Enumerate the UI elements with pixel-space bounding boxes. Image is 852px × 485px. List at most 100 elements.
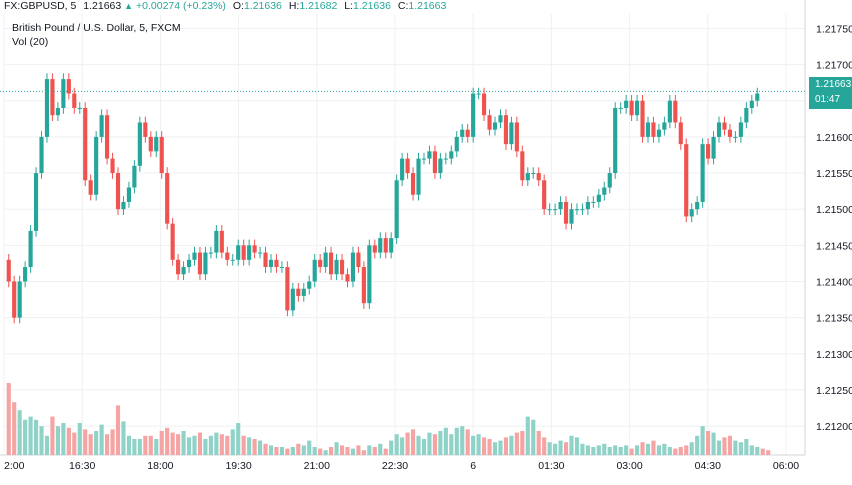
candle-body (613, 107, 618, 174)
candle-body (727, 129, 733, 137)
volume-bar (460, 426, 465, 455)
candle-body (389, 238, 394, 253)
candle-body (596, 194, 601, 202)
volume-bar (738, 442, 743, 455)
candle-body (88, 180, 93, 195)
volume-bar (263, 443, 268, 455)
volume-label[interactable]: Vol (20) (12, 36, 49, 48)
candle-body (318, 259, 323, 268)
candle-body (296, 288, 301, 296)
volume-bar (208, 435, 213, 455)
volume-bar (482, 437, 487, 455)
candle-body (350, 252, 356, 282)
volume-bar (33, 419, 39, 455)
volume-bar (394, 434, 399, 455)
volume-bar (372, 447, 377, 455)
candle-body (99, 115, 104, 137)
time-tick-label: 03:00 (616, 460, 642, 472)
volume-bar (509, 435, 514, 455)
volume-bar (569, 435, 574, 455)
volume-bar (684, 445, 689, 455)
candle-body (339, 259, 345, 275)
volume-bar (12, 402, 17, 455)
candle-body (241, 245, 246, 260)
candle-body (176, 259, 181, 275)
candle-body (547, 209, 552, 211)
last-price: 1.21663 (83, 0, 122, 12)
volume-bar (186, 437, 192, 455)
candle-body (400, 158, 405, 181)
volume-bar (132, 439, 137, 455)
chart-title: British Pound / U.S. Dollar, 5, FXCM (12, 22, 181, 34)
candle-body (656, 129, 661, 137)
volume-bar (88, 434, 93, 455)
candle-body (651, 122, 656, 137)
volume-bar (553, 443, 558, 455)
candle-body (492, 122, 498, 130)
volume-bar (716, 440, 722, 455)
candle-body (405, 158, 410, 174)
volume-bar (667, 447, 672, 455)
candle-body (28, 230, 33, 268)
volume-bar (247, 437, 252, 455)
volume-bar (121, 421, 126, 455)
candle-body (410, 173, 416, 195)
volume-bar (367, 445, 372, 455)
candle-body (667, 100, 672, 123)
volume-bar (645, 443, 651, 455)
price-tick-label: 1.21400 (816, 276, 852, 288)
volume-bar (487, 439, 492, 455)
volume-bar (438, 431, 443, 455)
candle-body (722, 122, 727, 130)
candle-body (629, 100, 634, 116)
volume-bar (279, 447, 284, 455)
volume-bar (72, 432, 77, 455)
candle-body (274, 259, 279, 268)
candle-body (50, 79, 55, 116)
candle-body (443, 158, 448, 160)
candle-body (509, 122, 514, 145)
volume-bar (165, 427, 170, 455)
candle-body (618, 107, 623, 109)
candle-body (476, 93, 481, 95)
candle-body (126, 187, 132, 202)
volume-bar (443, 427, 448, 455)
candle-body (498, 115, 503, 123)
candle-body (645, 122, 651, 137)
candle-body (329, 252, 334, 275)
volume-bar (378, 443, 383, 455)
candle-body (383, 238, 388, 253)
price-tag-countdown: 01:47 (815, 94, 841, 105)
volume-bar (94, 431, 99, 455)
volume-bar (159, 431, 164, 455)
candle-body (569, 209, 574, 224)
price-tick-label: 1.21200 (816, 421, 852, 433)
volume-bar (514, 432, 519, 455)
candle-body (367, 245, 372, 304)
volume-bar (656, 445, 661, 455)
candle-body (236, 245, 241, 260)
candle-body (154, 136, 159, 152)
volume-bar (345, 447, 350, 455)
volume-bar (624, 445, 629, 455)
volume-bar (285, 448, 290, 455)
time-tick-label: 6 (470, 460, 476, 472)
volume-bar (361, 450, 366, 455)
volume-bar (525, 416, 530, 455)
candle-body (361, 267, 366, 304)
change-value: +0.00274 (+0.23%) (136, 0, 226, 12)
candle-body (525, 173, 530, 181)
volume-bar (181, 431, 186, 455)
volume-bar (400, 437, 405, 455)
volume-bar (83, 429, 88, 455)
candle-body (482, 93, 487, 116)
volume-bar (203, 439, 208, 455)
low-value: 1.21636 (352, 0, 391, 12)
price-tick-label: 1.21750 (816, 23, 852, 35)
symbol-label[interactable]: FX:GBPUSD, 5 (4, 0, 77, 12)
time-tick-label: 18:00 (147, 460, 173, 472)
candle-body (640, 100, 645, 137)
candle-body (290, 288, 295, 311)
volume-bar (449, 434, 454, 455)
